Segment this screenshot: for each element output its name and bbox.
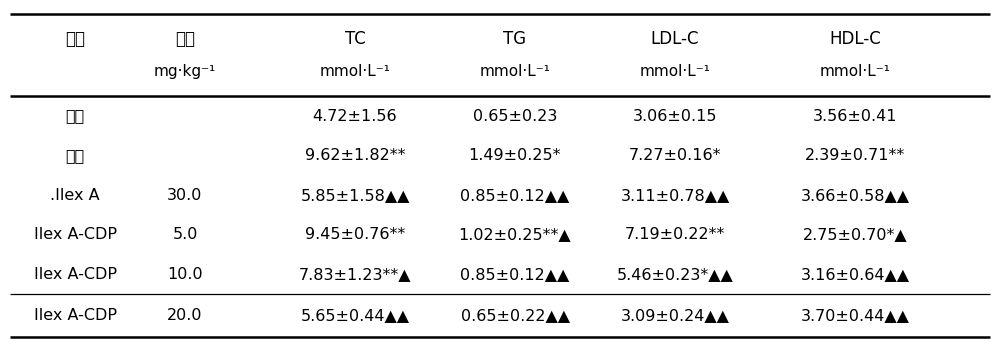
Text: 0.65±0.22▲▲: 0.65±0.22▲▲ — [460, 308, 570, 323]
Text: 2.75±0.70*▲: 2.75±0.70*▲ — [803, 227, 907, 242]
Text: LDL-C: LDL-C — [651, 30, 699, 47]
Text: 7.83±1.23**▲: 7.83±1.23**▲ — [299, 267, 411, 282]
Text: TG: TG — [503, 30, 527, 47]
Text: 4.72±1.56: 4.72±1.56 — [313, 109, 397, 123]
Text: 3.09±0.24▲▲: 3.09±0.24▲▲ — [621, 308, 729, 323]
Text: 5.65±0.44▲▲: 5.65±0.44▲▲ — [300, 308, 410, 323]
Text: 3.66±0.58▲▲: 3.66±0.58▲▲ — [800, 188, 910, 203]
Text: HDL-C: HDL-C — [829, 30, 881, 47]
Text: 正常: 正常 — [65, 109, 85, 123]
Text: .Ilex A: .Ilex A — [50, 188, 100, 203]
Text: Ilex A-CDP: Ilex A-CDP — [34, 308, 116, 323]
Text: 7.27±0.16*: 7.27±0.16* — [629, 148, 721, 163]
Text: 3.16±0.64▲▲: 3.16±0.64▲▲ — [800, 267, 910, 282]
Text: TC: TC — [345, 30, 365, 47]
Text: 5.85±1.58▲▲: 5.85±1.58▲▲ — [300, 188, 410, 203]
Text: 0.85±0.12▲▲: 0.85±0.12▲▲ — [460, 267, 570, 282]
Text: 5.0: 5.0 — [172, 227, 198, 242]
Text: mmol·L⁻¹: mmol·L⁻¹ — [820, 64, 890, 79]
Text: mmol·L⁻¹: mmol·L⁻¹ — [320, 64, 390, 79]
Text: 9.45±0.76**: 9.45±0.76** — [305, 227, 405, 242]
Text: 1.02±0.25**▲: 1.02±0.25**▲ — [459, 227, 571, 242]
Text: 20.0: 20.0 — [167, 308, 203, 323]
Text: 0.65±0.23: 0.65±0.23 — [473, 109, 557, 123]
Text: 模型: 模型 — [65, 148, 85, 163]
Text: 组别: 组别 — [65, 30, 85, 47]
Text: 3.06±0.15: 3.06±0.15 — [633, 109, 717, 123]
Text: 9.62±1.82**: 9.62±1.82** — [305, 148, 405, 163]
Text: 2.39±0.71**: 2.39±0.71** — [805, 148, 905, 163]
Text: 30.0: 30.0 — [167, 188, 203, 203]
Text: 10.0: 10.0 — [167, 267, 203, 282]
Text: 3.11±0.78▲▲: 3.11±0.78▲▲ — [620, 188, 730, 203]
Text: 0.85±0.12▲▲: 0.85±0.12▲▲ — [460, 188, 570, 203]
Text: mmol·L⁻¹: mmol·L⁻¹ — [640, 64, 710, 79]
Text: 3.70±0.44▲▲: 3.70±0.44▲▲ — [801, 308, 909, 323]
Text: mmol·L⁻¹: mmol·L⁻¹ — [480, 64, 550, 79]
Text: 7.19±0.22**: 7.19±0.22** — [625, 227, 725, 242]
Text: 5.46±0.23*▲▲: 5.46±0.23*▲▲ — [617, 267, 733, 282]
Text: 1.49±0.25*: 1.49±0.25* — [469, 148, 561, 163]
Text: Ilex A-CDP: Ilex A-CDP — [34, 227, 116, 242]
Text: mg·kg⁻¹: mg·kg⁻¹ — [154, 64, 216, 79]
Text: 3.56±0.41: 3.56±0.41 — [813, 109, 897, 123]
Text: 剂量: 剂量 — [175, 30, 195, 47]
Text: Ilex A-CDP: Ilex A-CDP — [34, 267, 116, 282]
